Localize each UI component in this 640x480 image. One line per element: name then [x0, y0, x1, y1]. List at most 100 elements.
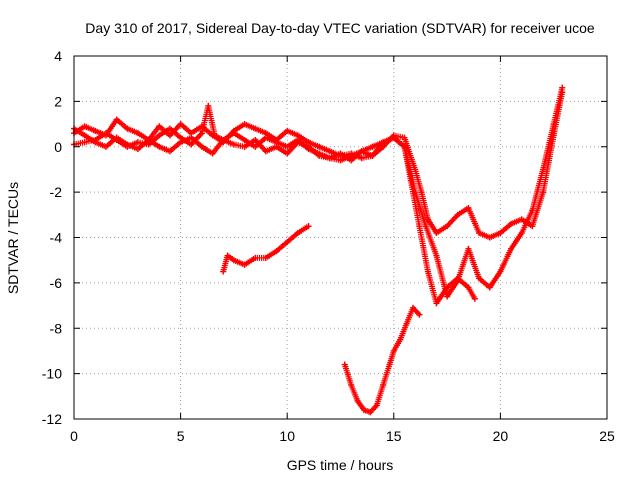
data-point: [486, 234, 493, 241]
y-tick-label: -12: [42, 411, 62, 427]
data-point: [166, 125, 173, 132]
data-point: [444, 293, 451, 300]
data-point: [476, 275, 483, 282]
data-point: [341, 361, 348, 368]
data-point: [401, 143, 408, 150]
y-tick-label: 2: [54, 93, 62, 109]
data-point: [294, 229, 301, 236]
data-point: [369, 152, 376, 159]
data-point: [444, 223, 451, 230]
data-point: [508, 220, 515, 227]
data-point: [262, 254, 269, 261]
data-point: [284, 239, 291, 246]
data-point: [418, 189, 425, 196]
series-arc-mid: [220, 223, 312, 275]
data-point: [252, 254, 259, 261]
data-point: [348, 381, 355, 388]
data-point: [424, 268, 431, 275]
data-point: [337, 150, 344, 157]
y-tick-label: -4: [50, 230, 63, 246]
data-markers: [71, 84, 566, 416]
data-point: [529, 223, 536, 230]
data-point: [124, 141, 131, 148]
data-point: [422, 223, 429, 230]
data-point: [412, 166, 419, 173]
data-point: [241, 261, 248, 268]
data-point: [241, 143, 248, 150]
data-point: [166, 132, 173, 139]
data-point: [373, 402, 380, 409]
x-axis-title: GPS time / hours: [287, 457, 394, 473]
series-arc-lower-3: [71, 125, 478, 307]
data-point: [444, 284, 451, 291]
data-point: [284, 127, 291, 134]
data-point: [252, 143, 259, 150]
data-point: [134, 146, 141, 153]
data-point: [390, 347, 397, 354]
data-point: [134, 130, 141, 137]
data-point: [81, 123, 88, 130]
y-axis-title: SDTVAR / TECUs: [5, 182, 21, 294]
data-point: [416, 223, 423, 230]
data-point: [230, 141, 237, 148]
data-point: [241, 121, 248, 128]
data-point: [518, 216, 525, 223]
data-point: [529, 207, 536, 214]
axis-ticks: [73, 55, 608, 420]
data-point: [380, 139, 387, 146]
data-point: [326, 148, 333, 155]
data-point: [305, 223, 312, 230]
data-point: [284, 150, 291, 157]
data-point: [262, 148, 269, 155]
data-point: [198, 143, 205, 150]
data-point: [403, 320, 410, 327]
data-point: [497, 229, 504, 236]
data-point: [380, 381, 387, 388]
data-point: [401, 134, 408, 141]
data-point: [486, 284, 493, 291]
x-tick-label: 25: [599, 428, 615, 444]
data-point: [252, 125, 259, 132]
data-point: [92, 127, 99, 134]
data-point: [273, 139, 280, 146]
data-point: [166, 148, 173, 155]
data-point: [409, 304, 416, 311]
data-point: [262, 134, 269, 141]
data-point: [433, 252, 440, 259]
data-point: [241, 136, 248, 143]
data-point: [397, 336, 404, 343]
data-point: [326, 155, 333, 162]
data-point: [230, 257, 237, 264]
data-point: [81, 132, 88, 139]
data-point: [273, 248, 280, 255]
data-point: [348, 152, 355, 159]
data-point: [508, 245, 515, 252]
data-point: [198, 130, 205, 137]
data-point: [316, 150, 323, 157]
data-point: [124, 125, 131, 132]
data-point: [284, 143, 291, 150]
data-point: [390, 134, 397, 141]
x-tick-label: 15: [386, 428, 402, 444]
x-tick-label: 20: [493, 428, 509, 444]
data-point: [540, 189, 547, 196]
data-point: [518, 229, 525, 236]
x-tick-label: 0: [70, 428, 78, 444]
data-point: [134, 139, 141, 146]
data-point: [540, 166, 547, 173]
data-point: [220, 136, 227, 143]
data-point: [224, 252, 231, 259]
grid-lines: [74, 56, 607, 419]
data-point: [102, 143, 109, 150]
y-tick-label: -10: [42, 366, 62, 382]
data-point: [433, 300, 440, 307]
x-tick-label: 5: [177, 428, 185, 444]
data-point: [113, 116, 120, 123]
data-point: [454, 211, 461, 218]
data-point: [550, 121, 557, 128]
data-point: [188, 141, 195, 148]
x-tick-label: 10: [279, 428, 295, 444]
